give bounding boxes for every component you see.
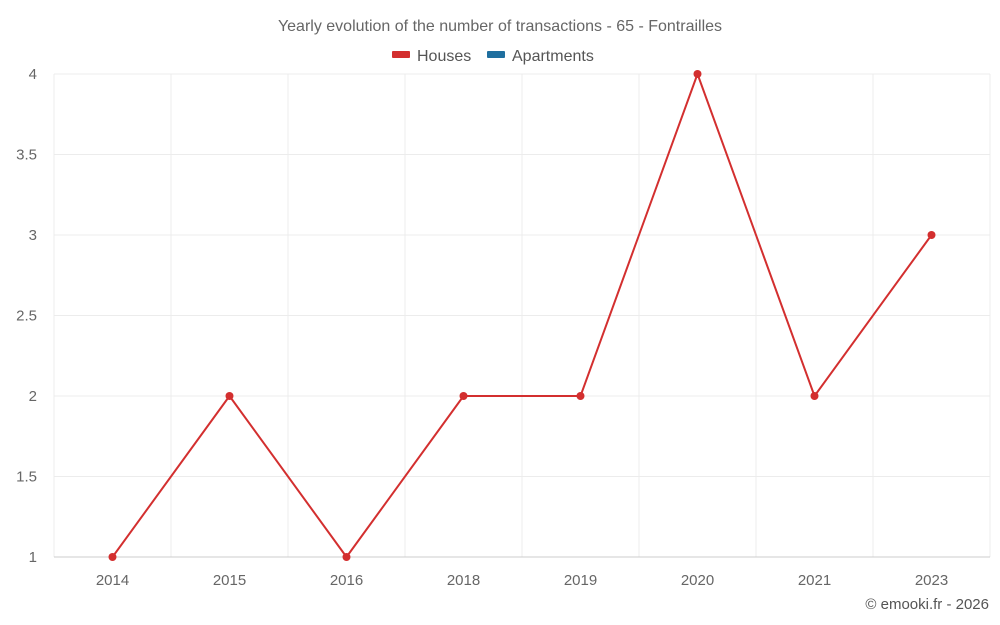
legend-label-houses: Houses	[417, 48, 471, 65]
data-point-houses	[927, 231, 936, 239]
data-point-houses	[225, 392, 234, 400]
series-layer	[108, 70, 936, 561]
y-tick-label: 1	[29, 549, 37, 566]
y-tick-label: 2	[29, 388, 37, 405]
x-tick-label: 2021	[798, 572, 831, 589]
legend-swatch-apartments	[487, 51, 505, 58]
data-point-houses	[576, 392, 585, 400]
x-tick-label: 2020	[681, 572, 714, 589]
credit-text: © emooki.fr - 2026	[865, 596, 989, 613]
x-axis-ticks: 2014 2015 2016 2018 2019 2020 2021 2023	[96, 572, 948, 589]
y-tick-label: 3.5	[16, 147, 37, 164]
legend-item-houses[interactable]: Houses	[392, 48, 471, 65]
legend-item-apartments[interactable]: Apartments	[487, 48, 594, 65]
x-tick-label: 2015	[213, 572, 246, 589]
y-tick-label: 4	[29, 66, 37, 83]
legend-swatch-houses	[392, 51, 410, 58]
data-point-houses	[108, 553, 117, 561]
legend-label-apartments: Apartments	[512, 48, 594, 65]
data-point-houses	[459, 392, 468, 400]
y-tick-label: 3	[29, 227, 37, 244]
chart-title: Yearly evolution of the number of transa…	[278, 18, 722, 35]
y-axis-ticks: 1 1.5 2 2.5 3 3.5 4	[16, 66, 37, 566]
x-tick-label: 2023	[915, 572, 948, 589]
x-tick-label: 2014	[96, 572, 129, 589]
x-tick-label: 2018	[447, 572, 480, 589]
series-line-houses	[111, 73, 933, 558]
y-tick-label: 2.5	[16, 308, 37, 325]
y-tick-label: 1.5	[16, 469, 37, 486]
data-point-houses	[342, 553, 351, 561]
data-point-houses	[693, 70, 702, 78]
x-tick-label: 2019	[564, 572, 597, 589]
x-tick-label: 2016	[330, 572, 363, 589]
y-gridlines	[54, 73, 990, 477]
data-point-houses	[810, 392, 819, 400]
legend: Houses Apartments	[392, 48, 594, 65]
